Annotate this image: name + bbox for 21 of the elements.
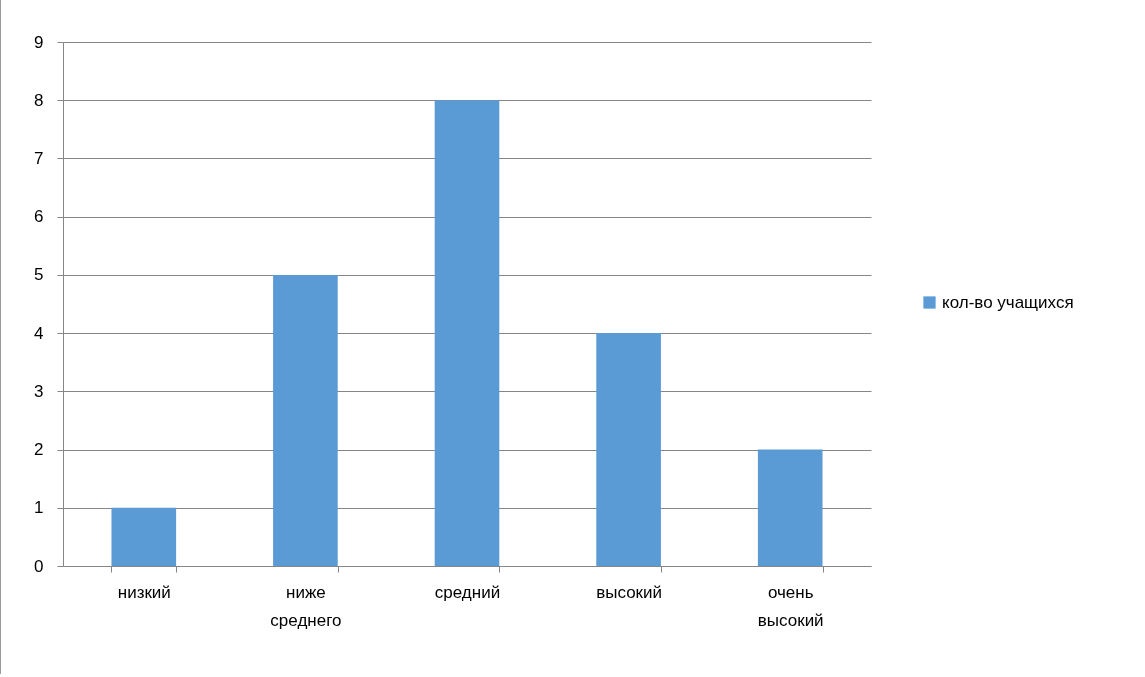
bar <box>273 274 338 566</box>
bar <box>434 100 500 566</box>
y-tick-label: 0 <box>34 556 44 576</box>
y-tick-label: 6 <box>34 207 44 227</box>
x-tick-label: ниже среднего <box>270 582 342 630</box>
y-tick-label: 5 <box>34 265 44 285</box>
y-tick-label: 3 <box>34 381 44 401</box>
y-tick-label: 8 <box>34 90 44 110</box>
y-tick-label: 7 <box>34 148 44 168</box>
y-tick-label: 9 <box>34 32 44 52</box>
y-tick-label: 4 <box>34 323 44 343</box>
bar <box>757 449 823 566</box>
x-tick-label: высокий <box>596 582 663 602</box>
y-tick-label: 1 <box>34 498 44 518</box>
x-tick-label: средний <box>434 582 501 602</box>
bar <box>596 333 661 566</box>
bar <box>111 507 177 566</box>
x-tick-label: очень высокий <box>757 582 824 630</box>
legend-label: кол-во учащихся <box>942 292 1074 312</box>
x-tick-label: низкий <box>117 582 171 602</box>
y-tick-label: 2 <box>34 440 44 460</box>
